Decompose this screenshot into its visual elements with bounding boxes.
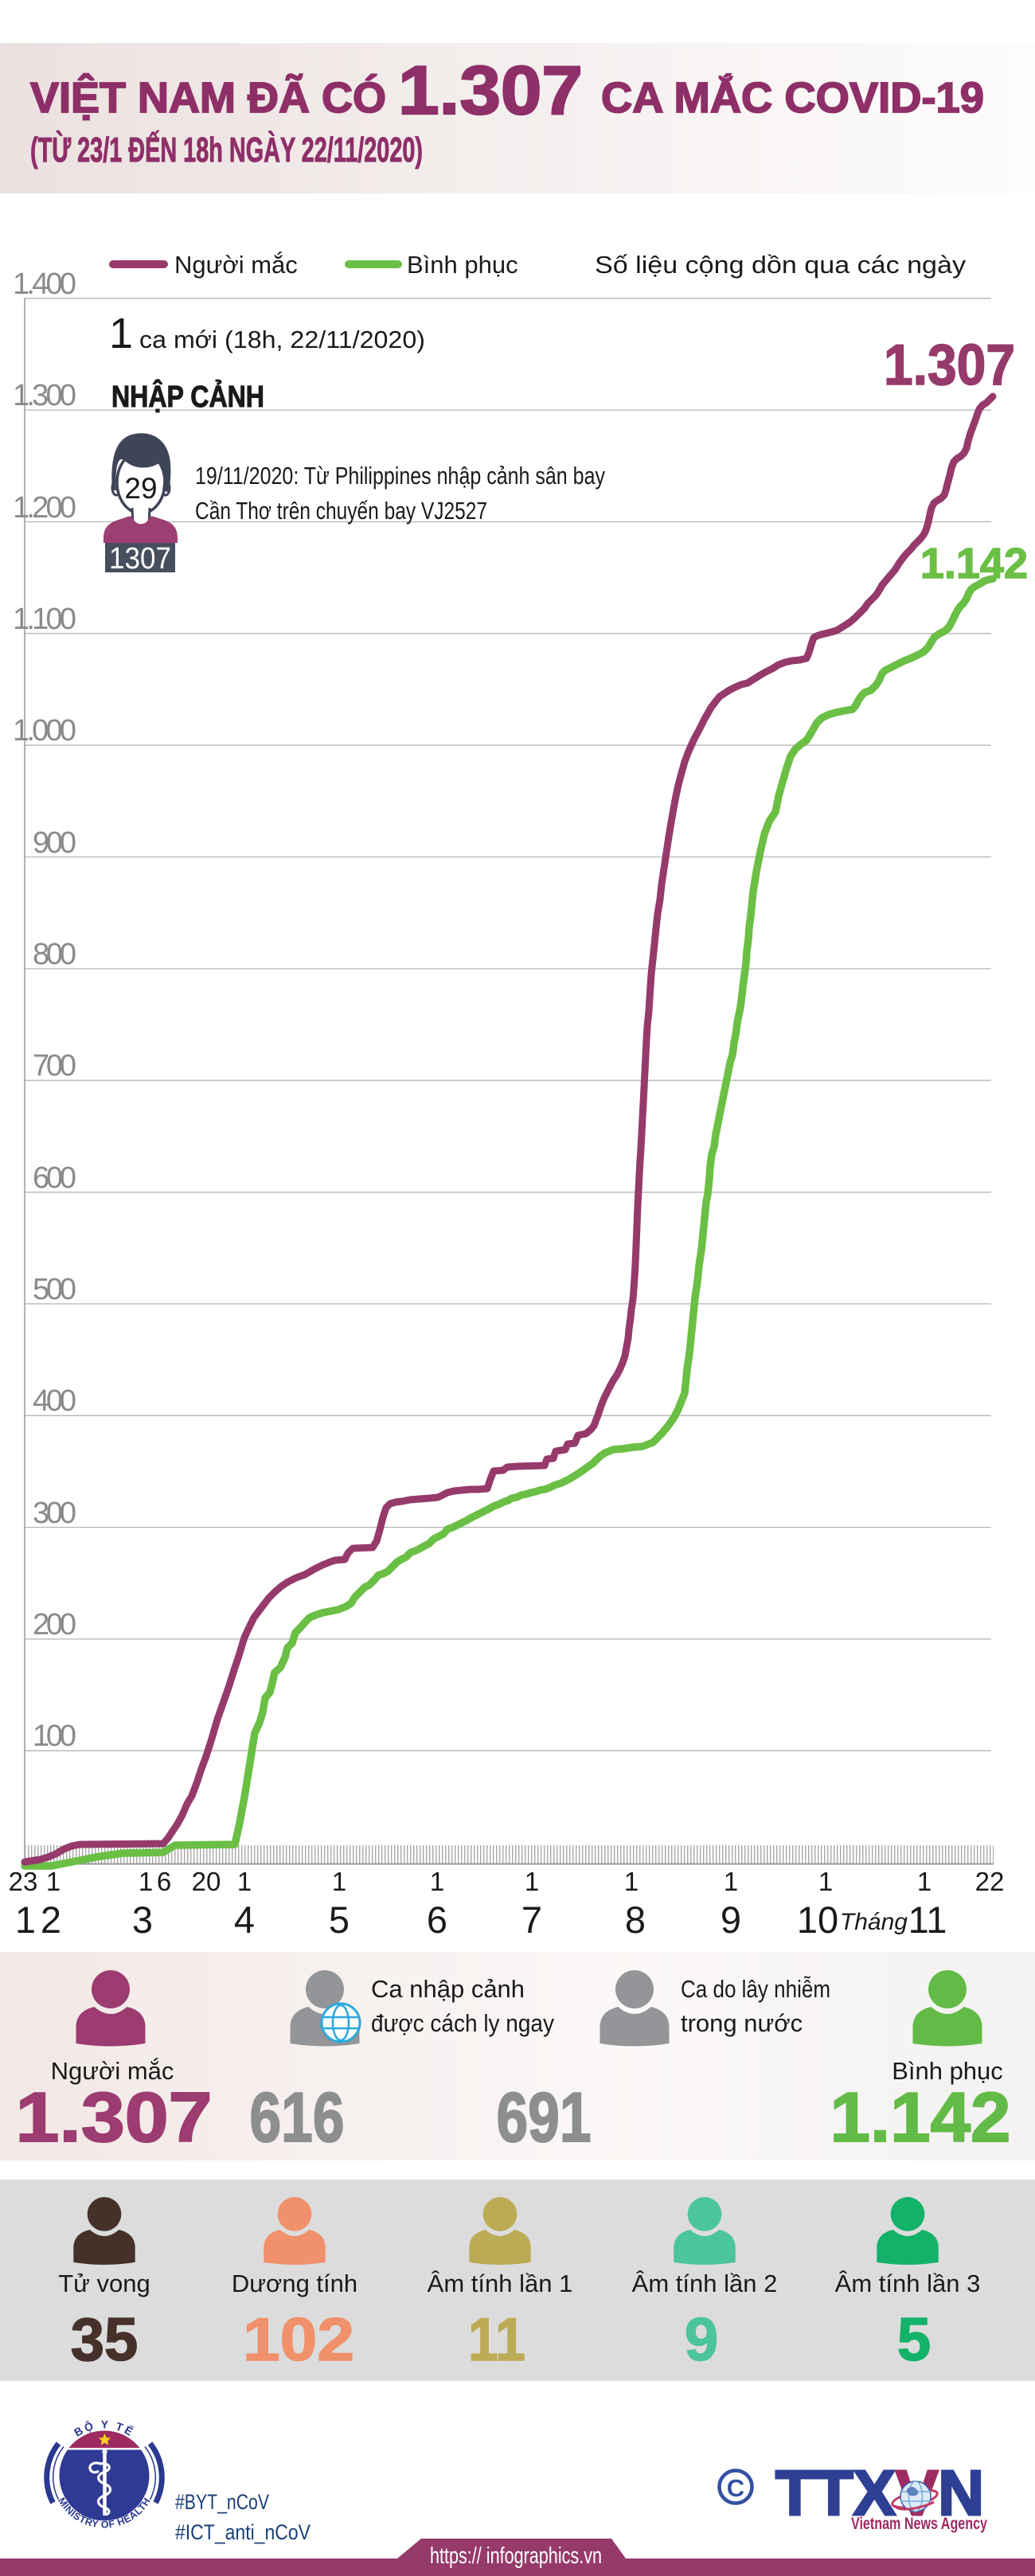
svg-text:1: 1	[917, 1867, 931, 1896]
svg-text:#ICT_anti_nCoV: #ICT_anti_nCoV	[175, 2520, 310, 2544]
svg-text:CA MẮC COVID-19: CA MẮC COVID-19	[601, 73, 984, 122]
svg-text:600: 600	[33, 1161, 76, 1195]
svg-text:5: 5	[897, 2306, 931, 2374]
svg-text:(TỪ 23/1 ĐẾN 18h NGÀY 22/11/20: (TỪ 23/1 ĐẾN 18h NGÀY 22/11/2020)	[30, 130, 423, 170]
svg-text:4: 4	[234, 1899, 255, 1941]
svg-text:1.307: 1.307	[398, 53, 583, 129]
svg-text:400: 400	[33, 1384, 76, 1418]
svg-text:1.400: 1.400	[13, 267, 76, 301]
svg-text:20: 20	[192, 1867, 221, 1896]
svg-text:1: 1	[15, 1899, 36, 1941]
svg-text:trong nước: trong nước	[681, 2009, 803, 2037]
svg-text:9: 9	[685, 2306, 718, 2374]
svg-text:NHẬP CẢNH: NHẬP CẢNH	[111, 379, 264, 414]
svg-text:1.142: 1.142	[920, 540, 1028, 587]
svg-text:11: 11	[468, 2306, 525, 2374]
svg-text:1: 1	[430, 1867, 444, 1896]
svg-text:1: 1	[724, 1867, 738, 1896]
svg-text:9: 9	[721, 1899, 741, 1941]
svg-text:#BYT_nCoV: #BYT_nCoV	[175, 2490, 269, 2514]
svg-text:được cách ly ngay: được cách ly ngay	[371, 2009, 554, 2037]
svg-text:Số liệu cộng dồn qua các ngày: Số liệu cộng dồn qua các ngày	[595, 251, 967, 279]
svg-text:6: 6	[427, 1899, 447, 1941]
svg-text:1: 1	[525, 1867, 539, 1896]
svg-text:1: 1	[237, 1867, 252, 1896]
svg-text:700: 700	[33, 1049, 76, 1083]
svg-text:Ca nhập cảnh: Ca nhập cảnh	[371, 1975, 525, 2003]
svg-text:10: 10	[797, 1899, 838, 1941]
svg-text:11: 11	[908, 1899, 947, 1941]
svg-text:23: 23	[9, 1867, 38, 1896]
svg-text:Tử vong: Tử vong	[58, 2270, 150, 2297]
svg-text:1.300: 1.300	[13, 379, 76, 412]
svg-text:Người mắc: Người mắc	[51, 2057, 174, 2085]
svg-text:691: 691	[497, 2078, 592, 2156]
svg-text:200: 200	[33, 1608, 76, 1641]
svg-text:616: 616	[250, 2078, 345, 2156]
svg-text:1: 1	[46, 1867, 61, 1896]
svg-text:Người mắc: Người mắc	[174, 251, 298, 279]
svg-text:500: 500	[33, 1273, 76, 1306]
svg-text:Dương tính: Dương tính	[232, 2270, 357, 2297]
svg-text:1: 1	[624, 1867, 639, 1896]
svg-text:22: 22	[975, 1867, 1005, 1896]
svg-text:VIỆT NAM ĐÃ CÓ: VIỆT NAM ĐÃ CÓ	[30, 73, 386, 122]
svg-text:3: 3	[132, 1899, 153, 1941]
svg-text:Vietnam News Agency: Vietnam News Agency	[851, 2515, 987, 2533]
svg-text:7: 7	[521, 1899, 542, 1941]
svg-text:8: 8	[625, 1899, 646, 1941]
svg-text:900: 900	[33, 826, 76, 860]
svg-text:https:// infographics.vn: https:// infographics.vn	[430, 2543, 602, 2569]
svg-text:800: 800	[33, 938, 76, 971]
svg-text:1.307: 1.307	[16, 2078, 213, 2156]
svg-text:1.100: 1.100	[13, 603, 76, 636]
svg-text:1: 1	[139, 1867, 153, 1896]
svg-text:102: 102	[243, 2306, 354, 2374]
svg-text:19/11/2020: Từ Philippines nhậ: 19/11/2020: Từ Philippines nhập cảnh sân…	[195, 462, 605, 490]
svg-text:1307: 1307	[109, 542, 171, 576]
svg-text:Ca do lây nhiễm: Ca do lây nhiễm	[681, 1975, 830, 2003]
svg-text:Âm tính lần 1: Âm tính lần 1	[428, 2270, 573, 2297]
svg-text:29: 29	[124, 472, 157, 505]
svg-text:1.200: 1.200	[13, 491, 76, 525]
svg-text:1.000: 1.000	[13, 714, 76, 747]
svg-text:C: C	[727, 2474, 744, 2502]
svg-text:5: 5	[329, 1899, 350, 1941]
svg-text:Âm tính lần 3: Âm tính lần 3	[835, 2270, 981, 2297]
svg-text:Âm tính lần 2: Âm tính lần 2	[632, 2270, 778, 2297]
svg-text:100: 100	[33, 1719, 76, 1753]
svg-text:1: 1	[818, 1867, 833, 1896]
svg-text:Bình phục: Bình phục	[892, 2057, 1003, 2085]
svg-text:Bình phục: Bình phục	[407, 251, 518, 279]
svg-text:1.307: 1.307	[884, 334, 1015, 397]
svg-text:1: 1	[332, 1867, 346, 1896]
svg-text:6: 6	[157, 1867, 171, 1896]
svg-text:300: 300	[33, 1497, 76, 1530]
svg-text:1.142: 1.142	[830, 2078, 1011, 2156]
svg-text:ca mới (18h, 22/11/2020): ca mới (18h, 22/11/2020)	[139, 326, 425, 353]
svg-text:Cần Thơ trên chuyến bay VJ2527: Cần Thơ trên chuyến bay VJ2527	[195, 497, 487, 525]
svg-text:Tháng: Tháng	[840, 1909, 908, 1935]
svg-text:35: 35	[71, 2306, 139, 2374]
svg-text:1: 1	[109, 310, 133, 357]
svg-text:2: 2	[41, 1899, 61, 1941]
